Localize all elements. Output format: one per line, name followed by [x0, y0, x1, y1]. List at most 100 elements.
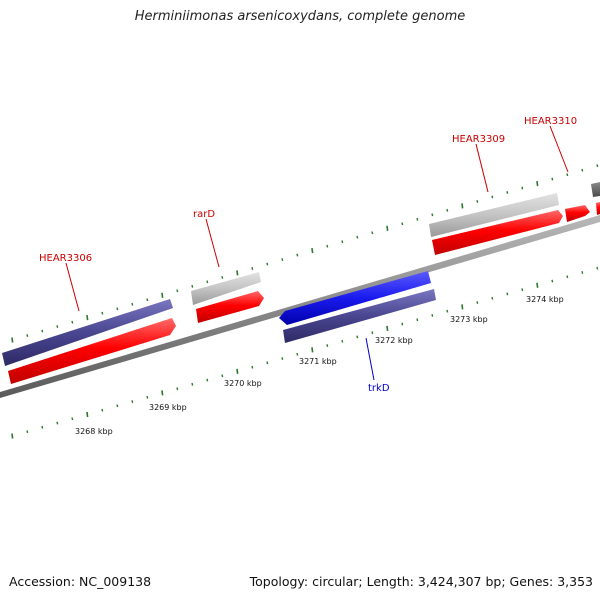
outer-tick	[551, 177, 554, 181]
inner-tick	[11, 433, 14, 439]
outer-tick	[536, 181, 539, 187]
inner-tick	[176, 387, 179, 391]
gene-rard[interactable]	[191, 272, 261, 305]
gene-hear3310[interactable]	[591, 182, 600, 197]
outer-tick	[146, 298, 149, 302]
gene-label-hear3309: HEAR3309	[452, 134, 505, 145]
outer-tick	[446, 208, 449, 212]
outer-tick	[461, 203, 464, 209]
inner-tick-ring	[11, 266, 599, 439]
genome-backbone	[0, 215, 600, 398]
outer-tick	[581, 168, 584, 172]
outer-tick	[371, 231, 374, 235]
outer-tick	[521, 186, 524, 190]
outer-tick	[596, 164, 599, 168]
gene-hear3309[interactable]	[429, 193, 559, 237]
inner-tick	[116, 404, 119, 408]
inner-tick	[506, 292, 509, 296]
outer-tick	[176, 289, 179, 293]
gene-label-hear3306: HEAR3306	[39, 253, 92, 264]
outer-tick	[71, 320, 74, 324]
scale-label-3268: 3268 kbp	[75, 427, 113, 436]
inner-tick	[146, 395, 149, 399]
inner-tick	[161, 390, 164, 396]
outer-tick	[101, 311, 104, 315]
inner-tick	[281, 357, 284, 360]
scale-label-3272: 3272 kbp	[375, 336, 413, 345]
scale-label-3270: 3270 kbp	[224, 379, 262, 388]
inner-tick	[221, 374, 224, 378]
inner-tick	[131, 400, 134, 403]
outer-tick	[401, 222, 404, 226]
inner-tick	[416, 318, 419, 322]
cds-trkd[interactable]	[279, 271, 431, 325]
outer-tick-ring	[11, 164, 599, 343]
outer-tick	[326, 244, 329, 248]
outer-tick	[11, 337, 14, 343]
accession-text: Accession: NC_009138	[9, 574, 152, 589]
outer-tick	[386, 225, 389, 231]
inner-tick	[341, 339, 344, 343]
outer-tick	[191, 284, 194, 288]
inner-tick	[326, 344, 329, 347]
inner-tick	[356, 335, 359, 339]
scale-label-3274: 3274 kbp	[526, 295, 564, 304]
gene-label-rard: rarD	[193, 209, 215, 220]
cds-hear3310[interactable]	[565, 205, 590, 222]
outer-tick	[431, 213, 434, 217]
inner-tick	[596, 266, 599, 270]
inner-tick	[401, 322, 404, 326]
inner-tick	[296, 352, 299, 356]
leader-trkd	[365, 337, 375, 381]
outer-tick	[56, 325, 59, 328]
inner-tick	[476, 301, 479, 304]
inner-tick	[56, 421, 59, 425]
outer-tick	[311, 248, 314, 254]
scale-label-3273: 3273 kbp	[450, 315, 488, 324]
leader-rard	[205, 218, 220, 268]
inner-tick	[86, 411, 89, 418]
outer-tick	[341, 240, 344, 244]
outer-tick	[566, 173, 569, 177]
genome-summary-text: Topology: circular; Length: 3,424,307 bp…	[249, 574, 593, 589]
inner-tick	[566, 275, 569, 279]
outer-tick	[491, 195, 494, 199]
cds-rard[interactable]	[196, 291, 264, 323]
inner-tick	[581, 271, 584, 274]
outer-tick	[266, 262, 269, 266]
gene-label-hear3310: HEAR3310	[524, 116, 577, 127]
outer-tick	[131, 302, 134, 306]
map-title: Herminiimonas arsenicoxydans, complete g…	[134, 9, 466, 24]
outer-tick	[161, 292, 164, 298]
outer-tick	[26, 334, 29, 337]
inner-tick	[311, 347, 314, 353]
inner-tick	[101, 408, 104, 412]
inner-tick	[236, 368, 239, 374]
leader-hear3309	[475, 143, 489, 193]
inner-tick	[41, 425, 44, 429]
gene-trkd[interactable]	[283, 289, 436, 343]
outer-tick	[356, 235, 359, 239]
inner-tick	[26, 430, 29, 434]
leader-hear3310	[549, 125, 569, 173]
outer-tick	[251, 267, 254, 270]
inner-tick	[266, 361, 269, 365]
inner-tick	[461, 304, 464, 310]
scale-label-3269: 3269 kbp	[149, 403, 187, 412]
outer-tick	[296, 253, 299, 257]
cds-hear3309[interactable]	[432, 210, 563, 255]
inner-tick	[431, 314, 434, 317]
gene-label-trkd: trkD	[368, 383, 390, 394]
outer-tick	[476, 200, 479, 203]
cds-hear3311-partial[interactable]	[596, 202, 600, 215]
outer-tick	[86, 315, 89, 321]
outer-tick	[116, 307, 119, 311]
inner-tick	[446, 309, 449, 313]
cds-hear3306[interactable]	[8, 318, 176, 384]
scale-label-3271: 3271 kbp	[299, 357, 337, 366]
outer-tick	[236, 270, 239, 276]
inner-tick	[371, 331, 374, 335]
inner-tick	[191, 382, 194, 386]
gene-hear3306[interactable]	[2, 299, 173, 366]
